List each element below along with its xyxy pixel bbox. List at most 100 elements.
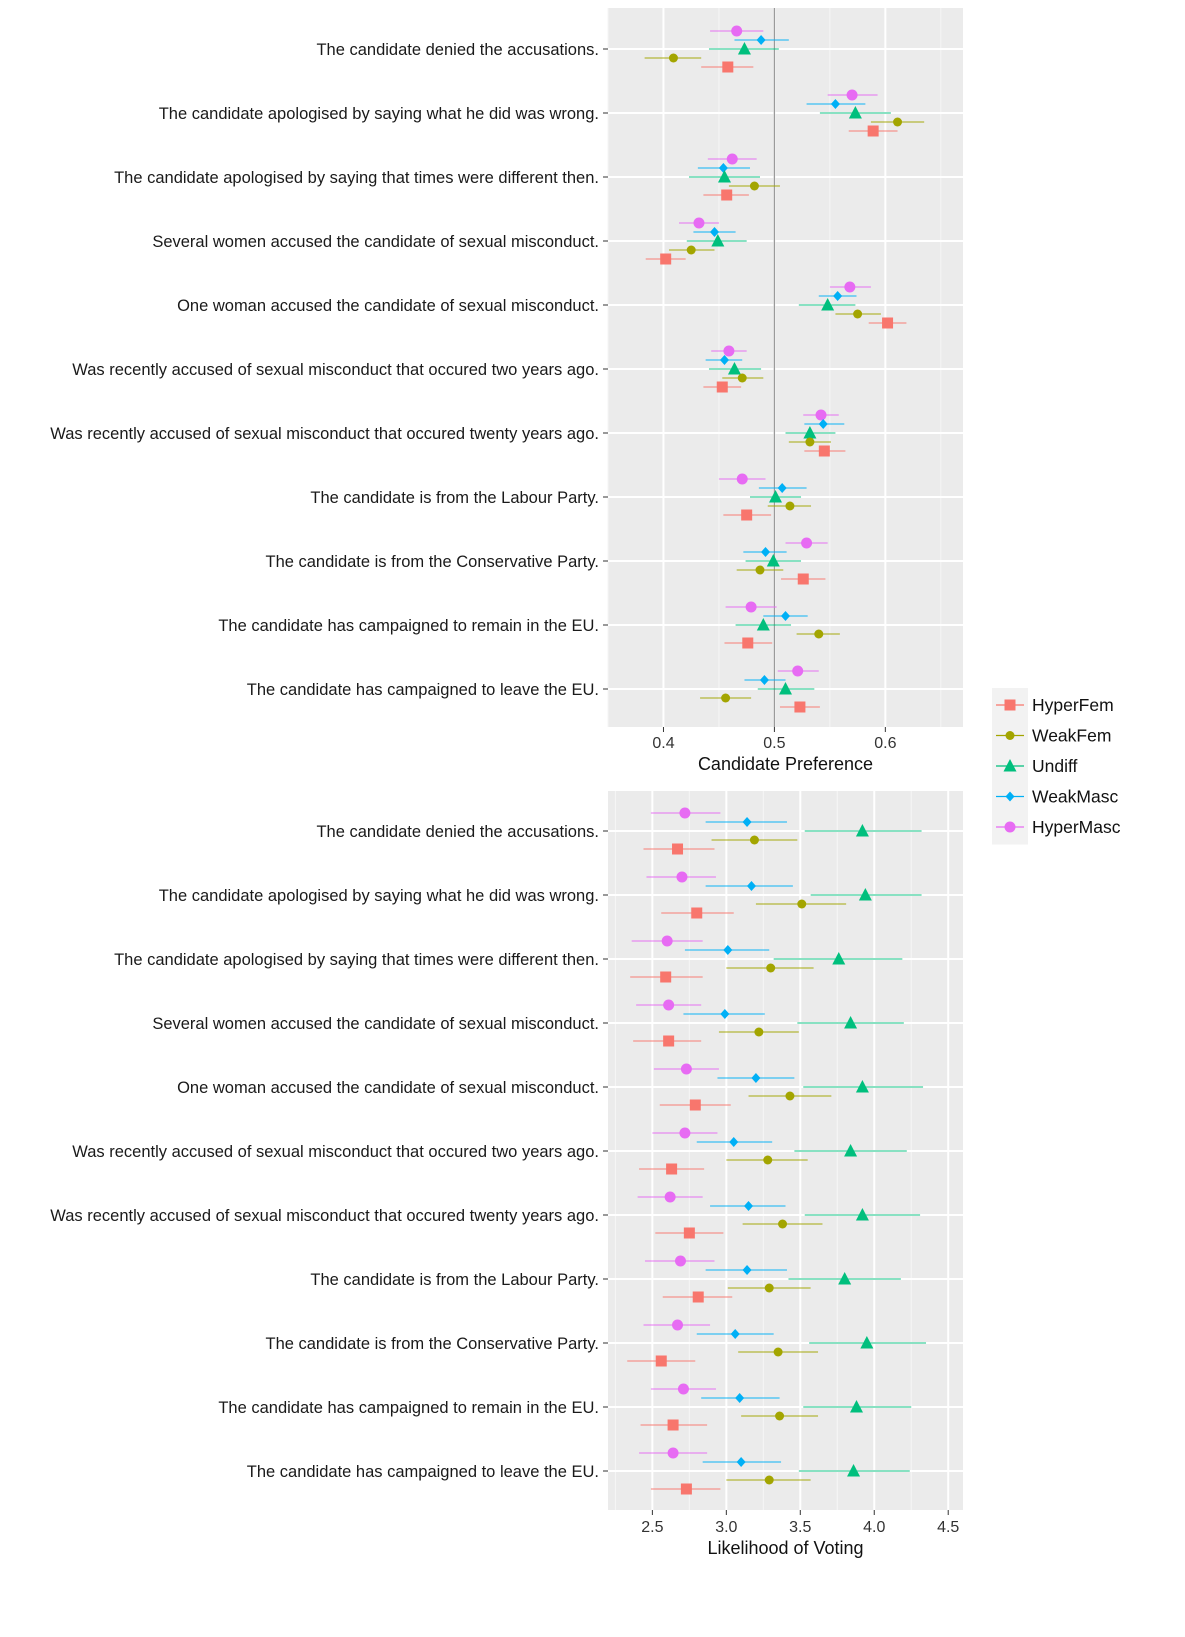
series-weakmasc: [693, 35, 866, 685]
data-point: [756, 35, 766, 45]
data-point: [769, 490, 783, 503]
data-point: [731, 25, 743, 37]
row-label-the-candidate-apologised-by-saying-what-: The candidate apologised by saying what …: [159, 105, 599, 123]
data-point: [818, 419, 828, 429]
data-point: [737, 42, 751, 55]
data-point: [749, 181, 759, 191]
data-point: [848, 106, 862, 119]
panel-likelihood-of-voting: The candidate denied the accusations. The…: [50, 791, 963, 1558]
data-point: [737, 373, 747, 383]
legend-label: Undiff: [1032, 756, 1078, 776]
data-point: [729, 1137, 739, 1147]
data-point: [716, 381, 728, 393]
data-point: [676, 871, 688, 883]
data-point: [679, 807, 691, 819]
data-point: [667, 1447, 679, 1459]
data-point: [680, 1483, 692, 1495]
series-hyperfem: [645, 61, 907, 713]
legend-key-marker: [1004, 699, 1016, 711]
legend-label: WeakMasc: [1032, 787, 1118, 807]
data-point: [663, 999, 675, 1011]
data-point: [853, 309, 863, 319]
data-point: [846, 89, 858, 101]
data-point: [830, 99, 840, 109]
data-point: [741, 509, 753, 521]
data-point: [660, 253, 672, 265]
data-point: [844, 1016, 858, 1029]
legend-label: HyperFem: [1032, 695, 1114, 715]
x-tick-label: 3.5: [789, 1519, 811, 1536]
data-point: [736, 1457, 746, 1467]
data-point: [754, 1027, 764, 1037]
data-point: [785, 1091, 795, 1101]
data-point: [858, 888, 872, 901]
data-point: [730, 1329, 740, 1339]
data-point: [727, 362, 741, 375]
data-point: [766, 963, 776, 973]
data-point: [882, 317, 894, 329]
legend-key-marker: [1003, 759, 1017, 772]
plot-background: [608, 8, 963, 727]
x-tick-label: 2.5: [641, 1519, 663, 1536]
legend-item-weakmasc: WeakMasc: [996, 787, 1118, 807]
legend-item-undiff: Undiff: [996, 756, 1078, 776]
legend-item-hyperfem: HyperFem: [996, 695, 1114, 715]
row-label-the-candidate-is-from-the-conservative-p: The candidate is from the Conservative P…: [265, 1335, 599, 1353]
row-label-one-woman-accused-the-candidate-of-sexua: One woman accused the candidate of sexua…: [177, 297, 599, 315]
data-point: [844, 1144, 858, 1157]
x-tick-label: 0.4: [652, 735, 674, 752]
data-point: [722, 61, 734, 73]
data-point: [797, 573, 809, 585]
data-point: [792, 665, 804, 677]
data-point: [655, 1355, 667, 1367]
data-point: [710, 227, 719, 237]
data-point: [833, 291, 843, 301]
data-point: [847, 1464, 861, 1477]
series-weakmasc: [683, 817, 795, 1467]
data-point: [775, 1411, 785, 1421]
data-point: [761, 547, 771, 557]
data-point: [773, 1347, 783, 1357]
data-point: [691, 907, 703, 919]
data-point: [668, 53, 678, 63]
row-label-the-candidate-has-campaigned-to-leave-th: The candidate has campaigned to leave th…: [247, 1463, 599, 1481]
data-point: [850, 1400, 863, 1413]
data-point: [764, 1475, 774, 1485]
data-point: [663, 1035, 675, 1047]
data-point: [855, 1208, 869, 1221]
panel-candidate-preference: The candidate denied the accusations. The…: [50, 8, 963, 774]
series-undiff: [773, 824, 927, 1477]
row-label-one-woman-accused-the-candidate-of-sexua: One woman accused the candidate of sexua…: [177, 1079, 599, 1097]
data-point: [680, 1063, 692, 1075]
data-point: [674, 1255, 686, 1267]
data-point: [745, 601, 757, 613]
data-point: [661, 935, 673, 947]
row-label-the-candidate-apologised-by-saying-that-: The candidate apologised by saying that …: [114, 169, 599, 187]
x-tick-label: 4.0: [863, 1519, 885, 1536]
x-tick-label: 0.6: [874, 735, 896, 752]
legend-label: HyperMasc: [1032, 817, 1121, 837]
row-label-the-candidate-denied-the-accusations: The candidate denied the accusations.: [316, 41, 599, 59]
data-point: [814, 629, 824, 639]
data-point: [749, 835, 759, 845]
data-point: [667, 1419, 679, 1431]
data-point: [693, 217, 705, 229]
series-weakfem: [644, 53, 925, 703]
data-point: [756, 618, 770, 631]
data-point: [764, 1283, 774, 1293]
data-point: [711, 234, 725, 247]
series-undiff: [686, 42, 891, 695]
data-point: [719, 355, 729, 365]
data-point: [723, 345, 735, 357]
data-point: [742, 817, 752, 827]
row-label-was-recently-accused-of-sexual-misconduc: Was recently accused of sexual misconduc…: [50, 425, 599, 443]
data-point: [778, 1219, 788, 1229]
data-point: [689, 1099, 701, 1111]
row-label-was-recently-accused-of-sexual-misconduc: Was recently accused of sexual misconduc…: [72, 1143, 599, 1161]
row-label-the-candidate-apologised-by-saying-what-: The candidate apologised by saying what …: [159, 887, 599, 905]
row-label-the-candidate-is-from-the-labour-party: The candidate is from the Labour Party.: [310, 489, 599, 507]
data-point: [779, 682, 792, 695]
data-point: [893, 117, 903, 127]
legend-label: WeakFem: [1032, 726, 1111, 746]
